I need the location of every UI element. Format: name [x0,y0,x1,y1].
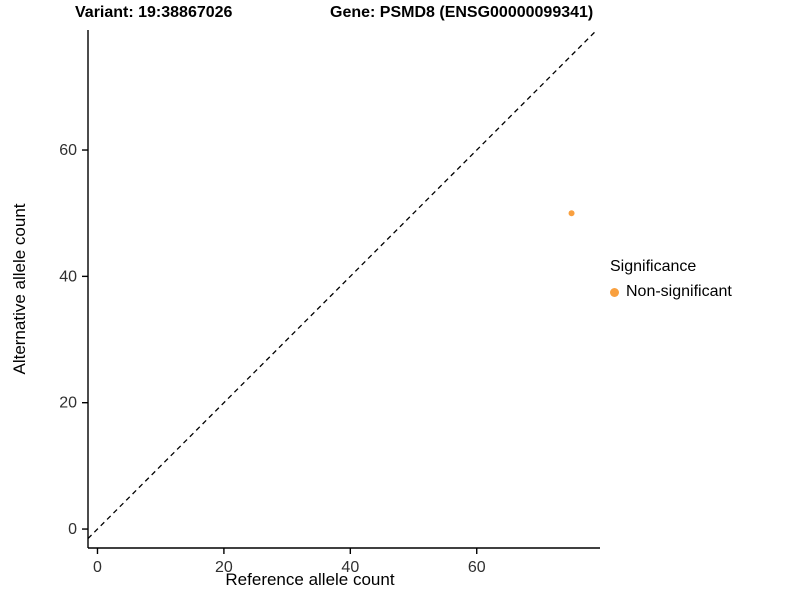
legend-entry-non-significant: Non-significant [610,283,795,301]
y-tick-label: 40 [59,268,77,285]
y-tick-label: 0 [68,521,77,538]
y-axis-title: Alternative allele count [10,203,29,375]
x-tick-label: 0 [93,559,102,576]
x-axis-title: Reference allele count [225,570,395,589]
variant-title: Variant: 19:38867026 [75,4,233,21]
data-point [568,210,575,217]
y-tick-label: 20 [59,395,77,412]
legend-swatch-icon [610,287,619,297]
legend-title: Significance [610,258,697,275]
x-tick-label: 40 [341,559,359,576]
y-tick-label: 60 [59,142,77,159]
legend-entry-label: Non-significant [626,283,732,300]
x-tick-label: 20 [215,559,233,576]
gene-title: Gene: PSMD8 (ENSG00000099341) [330,4,594,21]
x-tick-label: 60 [468,559,486,576]
identity-line [87,29,598,539]
legend: Significance Non-significant [610,258,795,301]
